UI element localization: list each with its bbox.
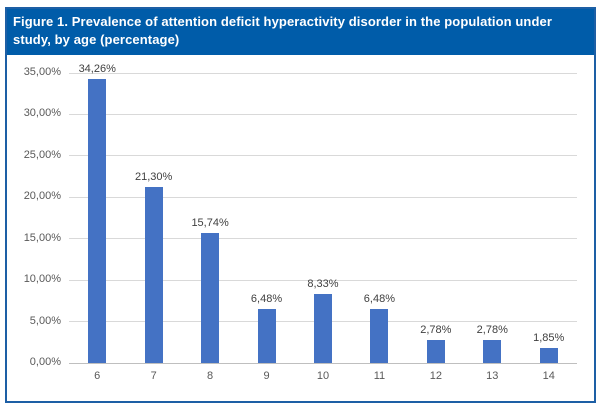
figure-1-panel: Figure 1. Prevalence of attention defici…: [5, 7, 596, 403]
bar: [313, 293, 332, 363]
x-axis-line: [69, 362, 577, 364]
bar-column: 6,48% 11: [351, 73, 407, 382]
bar: [257, 309, 276, 363]
gridline: [69, 279, 577, 281]
bar: [201, 232, 220, 363]
y-tick-label: 35,00%: [23, 66, 61, 78]
y-tick-label: 15,00%: [23, 231, 61, 244]
bar-value-label: 2,78%: [420, 323, 452, 336]
gridline: [69, 113, 577, 115]
y-tick-label: 30,00%: [23, 107, 61, 120]
gridline: [69, 72, 577, 74]
x-tick-label: 10: [316, 370, 330, 382]
bar-column: 8,33% 10: [295, 73, 351, 382]
bar-column: 2,78% 12: [408, 73, 464, 382]
y-tick-label: 0,00%: [29, 356, 61, 368]
gridline: [69, 238, 577, 240]
bar-column: 34,26% 6: [69, 63, 125, 382]
figure-caption: Figure 1. Prevalence of attention defici…: [7, 9, 594, 55]
bar-value-label: 6,48%: [250, 293, 283, 306]
y-tick-label: 25,00%: [23, 148, 61, 161]
bar-column: 6,48% 9: [238, 73, 294, 382]
x-tick-label: 14: [542, 370, 555, 382]
x-tick-label: 11: [373, 370, 386, 382]
x-tick-label: 13: [486, 370, 499, 382]
bar-value-label: 6,48%: [363, 293, 396, 306]
x-tick-label: 7: [150, 370, 157, 382]
bar: [483, 339, 502, 363]
x-tick-label: 12: [429, 370, 442, 382]
x-tick-label: 6: [94, 370, 101, 382]
bar-value-label: 1,85%: [533, 331, 565, 344]
bar-value-label: 15,74%: [191, 216, 229, 229]
bar: [539, 347, 558, 363]
bar-value-label: 8,33%: [307, 277, 339, 290]
y-tick-label: 5,00%: [29, 314, 61, 327]
bar-column: 21,30% 7: [125, 73, 181, 382]
x-tick-label: 8: [207, 370, 214, 382]
bar-column: 15,74% 8: [182, 73, 238, 382]
y-tick-label: 10,00%: [23, 273, 61, 286]
bar-value-label: 34,26%: [78, 63, 116, 76]
bar: [426, 339, 445, 363]
gridline: [69, 155, 577, 157]
x-tick-label: 9: [263, 370, 270, 382]
bar: [370, 309, 389, 363]
bar: [88, 79, 107, 363]
bar-columns: 34,26% 6 21,30% 7 15,74% 8 6,48% 9 8,33% 10 6,48% 1…: [69, 63, 577, 382]
bar-value-label: 2,78%: [476, 323, 508, 336]
bar-chart: 35,00% 30,00% 25,00% 20,00% 15,00% 10,00% 5,00…: [7, 55, 594, 401]
bar-value-label: 21,30%: [135, 170, 173, 183]
y-tick-label: 20,00%: [23, 190, 61, 203]
bar-column: 1,85% 14: [521, 73, 577, 382]
bar-column: 2,78% 13: [464, 73, 520, 382]
plot-area: 35,00% 30,00% 25,00% 20,00% 15,00% 10,00% 5,00…: [24, 63, 577, 382]
bar: [144, 186, 163, 363]
gridline: [69, 196, 577, 198]
